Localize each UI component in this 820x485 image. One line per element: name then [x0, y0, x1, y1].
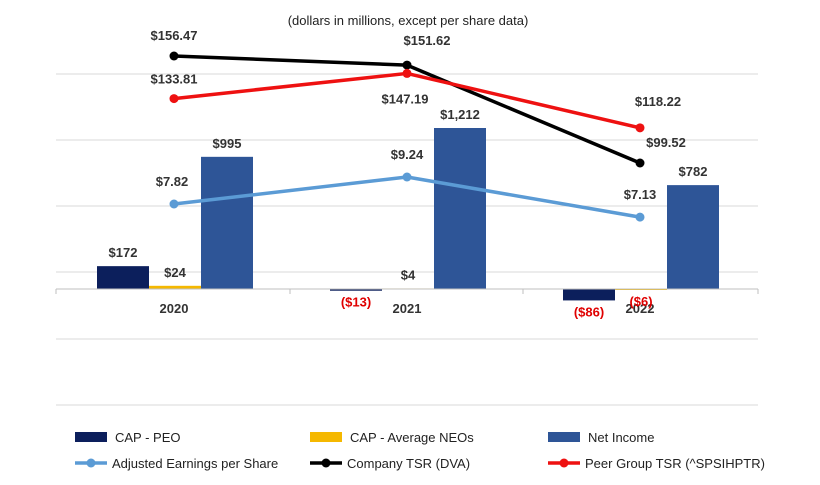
x-tick-label-2020: 2020 — [160, 301, 189, 316]
data-labels-group: $172 ($13) ($86) $24 $4 ($6) $995 $1,212 $782 $7.… — [109, 28, 708, 319]
line-label-adjusted-earnings-per-share-2022: $7.13 — [624, 187, 657, 202]
x-tick-label-2021: 2021 — [393, 301, 422, 316]
line-series-group — [169, 51, 645, 222]
point-adjusted-earnings-per-share-2022 — [635, 212, 645, 222]
legend-swatch — [548, 432, 580, 442]
point-peer-group-tsr-spsihptr-2022 — [635, 123, 645, 133]
legend-swatch — [310, 432, 342, 442]
legend-marker — [559, 458, 569, 468]
legend-item-adjusted-earnings-per-share: Adjusted Earnings per Share — [75, 456, 278, 471]
point-peer-group-tsr-spsihptr-2020 — [169, 94, 179, 104]
point-company-tsr-dva-2021 — [402, 60, 412, 70]
legend: CAP - PEO CAP - Average NEOs Net Income Adj… — [75, 430, 765, 471]
legend-label: Company TSR (DVA) — [347, 456, 470, 471]
line-label-peer-group-tsr-spsihptr-2022: $118.22 — [635, 94, 681, 109]
bar-label-cap-peo-2021: ($13) — [341, 295, 371, 310]
legend-label: Adjusted Earnings per Share — [112, 456, 278, 471]
bar-cap-peo-2022 — [563, 289, 615, 301]
legend-label: Net Income — [588, 430, 654, 445]
bar-series-group — [97, 128, 719, 301]
bar-cap-peo-2021 — [330, 289, 382, 291]
chart-subtitle: (dollars in millions, except per share d… — [288, 13, 529, 28]
line-label-adjusted-earnings-per-share-2020: $7.82 — [156, 174, 189, 189]
point-company-tsr-dva-2020 — [169, 51, 179, 61]
bar-label-cap-average-neos-2021: $4 — [401, 267, 416, 282]
point-company-tsr-dva-2022 — [635, 158, 645, 168]
bar-net-income-2021 — [434, 128, 486, 289]
legend-marker — [321, 458, 331, 468]
point-adjusted-earnings-per-share-2020 — [169, 199, 179, 209]
gridlines — [56, 73, 758, 406]
line-label-peer-group-tsr-spsihptr-2021: $147.19 — [382, 91, 429, 106]
bar-label-net-income-2022: $782 — [679, 164, 708, 179]
legend-swatch — [75, 432, 107, 442]
x-tick-label-2022: 2022 — [626, 301, 655, 316]
bar-label-cap-average-neos-2022: ($6) — [629, 294, 652, 309]
bar-net-income-2022 — [667, 185, 719, 289]
bar-label-cap-peo-2020: $172 — [109, 245, 138, 260]
legend-label: CAP - PEO — [115, 430, 181, 445]
bar-label-cap-average-neos-2020: $24 — [164, 265, 186, 280]
x-axis: 2020 2021 2022 — [55, 288, 759, 316]
point-adjusted-earnings-per-share-2021 — [402, 172, 412, 182]
bar-cap-average-neos-2020 — [149, 285, 201, 289]
line-label-company-tsr-dva-2020: $156.47 — [151, 28, 198, 43]
legend-label: Peer Group TSR (^SPSIHPTR) — [585, 456, 765, 471]
legend-marker — [86, 458, 96, 468]
legend-item-company-tsr-dva: Company TSR (DVA) — [310, 456, 470, 471]
bar-label-net-income-2020: $995 — [213, 136, 242, 151]
legend-item-cap-peo: CAP - PEO — [75, 430, 181, 445]
line-label-peer-group-tsr-spsihptr-2020: $133.81 — [151, 72, 198, 87]
bar-label-net-income-2021: $1,212 — [440, 107, 480, 122]
legend-item-peer-group-tsr-spsihptr: Peer Group TSR (^SPSIHPTR) — [548, 456, 765, 471]
bar-label-cap-peo-2022: ($86) — [574, 304, 604, 319]
line-label-adjusted-earnings-per-share-2021: $9.24 — [391, 147, 424, 162]
line-label-company-tsr-dva-2022: $99.52 — [646, 135, 686, 150]
legend-label: CAP - Average NEOs — [350, 430, 474, 445]
bar-net-income-2020 — [201, 156, 253, 289]
legend-item-net-income: Net Income — [548, 430, 654, 445]
point-peer-group-tsr-spsihptr-2021 — [402, 68, 412, 78]
bar-cap-peo-2020 — [97, 266, 149, 289]
line-label-company-tsr-dva-2021: $151.62 — [404, 33, 451, 48]
legend-item-cap-average-neos: CAP - Average NEOs — [310, 430, 474, 445]
